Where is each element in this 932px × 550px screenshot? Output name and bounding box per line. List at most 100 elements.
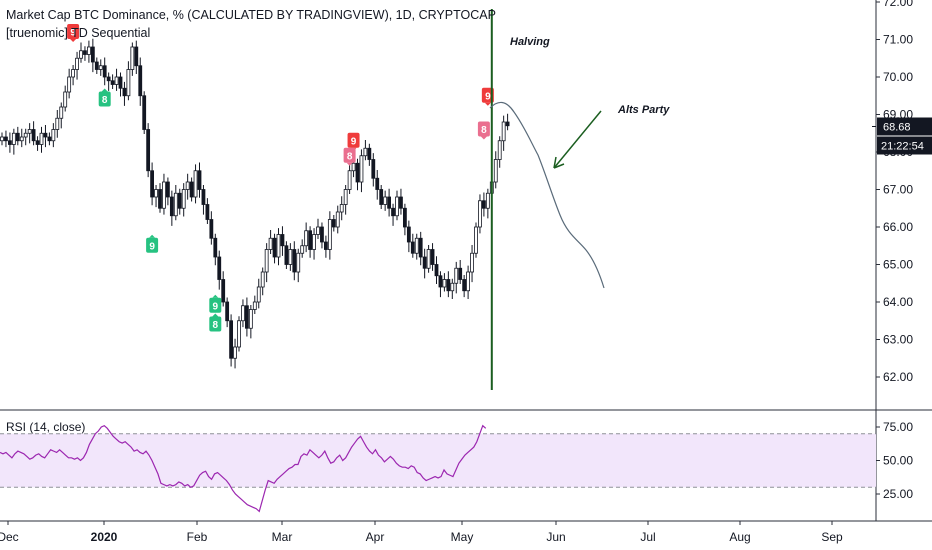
last-price-tag bbox=[877, 117, 932, 136]
candle-body bbox=[442, 279, 447, 288]
indicator-label: [truenomic] TD Sequential bbox=[6, 26, 151, 40]
candle-body bbox=[347, 170, 352, 190]
candle-body bbox=[402, 207, 407, 228]
candle-body bbox=[39, 132, 44, 145]
candle-body bbox=[169, 196, 174, 217]
candle-body bbox=[51, 129, 56, 142]
svg-text:8: 8 bbox=[213, 320, 219, 331]
candle-body bbox=[391, 207, 395, 217]
rsi-tick-label: 25.00 bbox=[883, 487, 913, 501]
td-signal-buy: 8 bbox=[98, 88, 111, 107]
td-signal-sell-light: 8 bbox=[343, 147, 356, 166]
svg-text:8: 8 bbox=[481, 125, 487, 136]
time-axis[interactable]: Dec 2020 Feb Mar Apr May Jun Jul Aug Sep bbox=[0, 521, 843, 544]
candle-body bbox=[177, 192, 182, 209]
rsi-label: RSI (14, close) bbox=[6, 420, 85, 434]
candle-body bbox=[244, 305, 249, 329]
candle-body bbox=[193, 170, 198, 198]
candle-body bbox=[142, 95, 147, 130]
candle-body bbox=[118, 76, 123, 89]
price-candles bbox=[0, 38, 510, 369]
x-tick-label: May bbox=[451, 530, 474, 544]
candle-body bbox=[308, 230, 313, 250]
chart-title: Market Cap BTC Dominance, % (CALCULATED … bbox=[6, 8, 496, 22]
candle-body bbox=[501, 121, 506, 142]
candle-body bbox=[276, 234, 281, 258]
candle-body bbox=[98, 65, 103, 70]
candle-body bbox=[201, 189, 206, 205]
candle-body bbox=[387, 196, 392, 209]
last-price-value: 68.68 bbox=[883, 122, 911, 134]
candle-body bbox=[205, 204, 210, 220]
alts-party-arrow-icon bbox=[553, 110, 602, 169]
candle-body bbox=[83, 50, 87, 55]
candle-body bbox=[221, 279, 226, 303]
candle-body bbox=[256, 286, 261, 303]
svg-text:9: 9 bbox=[485, 91, 491, 102]
rsi-pane: 75.00 50.00 25.00 bbox=[0, 420, 913, 513]
candle-body bbox=[343, 189, 348, 205]
candle-body bbox=[264, 249, 269, 273]
candle-body bbox=[493, 159, 498, 183]
candle-body bbox=[335, 211, 340, 228]
candle-body bbox=[67, 76, 72, 93]
x-tick-label: Dec bbox=[0, 530, 19, 544]
x-tick-label: Jul bbox=[640, 530, 655, 544]
candle-body bbox=[367, 147, 372, 160]
candle-body bbox=[122, 87, 127, 97]
candle-body bbox=[138, 65, 143, 97]
candle-body bbox=[87, 46, 91, 55]
td-sequential-signals: 9 8 9 9 8 9 8 9 8 bbox=[67, 24, 494, 332]
candle-body bbox=[4, 136, 8, 142]
td-signal-buy: 9 bbox=[146, 234, 159, 253]
candle-body bbox=[272, 237, 277, 258]
candle-body bbox=[383, 196, 388, 205]
countdown-value: 21:22:54 bbox=[881, 141, 924, 153]
candle-body bbox=[454, 267, 459, 284]
price-axis[interactable]: 72.0071.0070.0069.0068.0067.0066.0065.00… bbox=[876, 0, 913, 384]
candle-body bbox=[422, 256, 427, 269]
candle-body bbox=[63, 91, 68, 108]
candle-body bbox=[316, 226, 320, 235]
svg-text:9: 9 bbox=[149, 241, 155, 252]
candle-body bbox=[320, 226, 324, 243]
y-tick-label: 72.00 bbox=[883, 0, 913, 9]
y-tick-label: 67.00 bbox=[883, 183, 913, 197]
y-tick-label: 62.00 bbox=[883, 370, 913, 384]
rsi-tick-label: 75.00 bbox=[883, 420, 913, 434]
candle-body bbox=[296, 252, 301, 273]
candle-body bbox=[19, 136, 24, 142]
candle-body bbox=[288, 249, 293, 265]
candle-body bbox=[146, 129, 151, 172]
candle-body bbox=[478, 200, 482, 228]
candle-body bbox=[0, 136, 4, 142]
candle-body bbox=[284, 245, 289, 265]
candle-body bbox=[414, 237, 419, 254]
candle-body bbox=[399, 196, 403, 209]
candle-body bbox=[197, 170, 202, 190]
candle-body bbox=[185, 181, 190, 190]
rsi-line bbox=[0, 424, 487, 513]
td-signal-sell-light: 8 bbox=[477, 121, 490, 140]
candle-body bbox=[375, 177, 380, 190]
rsi-tick-label: 50.00 bbox=[883, 454, 913, 468]
candle-body bbox=[248, 309, 253, 329]
candle-body bbox=[126, 69, 131, 97]
candle-body bbox=[181, 189, 186, 209]
y-tick-label: 71.00 bbox=[883, 33, 913, 47]
candle-body bbox=[59, 106, 64, 119]
candle-body bbox=[241, 305, 245, 322]
candle-body bbox=[173, 192, 178, 217]
candle-body bbox=[130, 46, 135, 70]
svg-text:8: 8 bbox=[347, 151, 353, 162]
x-tick-label: Sep bbox=[821, 530, 843, 544]
candle-body bbox=[371, 159, 376, 179]
candle-body bbox=[418, 237, 423, 258]
svg-text:9: 9 bbox=[351, 136, 357, 147]
candle-body bbox=[339, 204, 344, 213]
y-tick-label: 70.00 bbox=[883, 70, 913, 84]
candle-body bbox=[395, 196, 399, 217]
candle-body bbox=[31, 129, 36, 142]
candle-body bbox=[79, 50, 83, 59]
